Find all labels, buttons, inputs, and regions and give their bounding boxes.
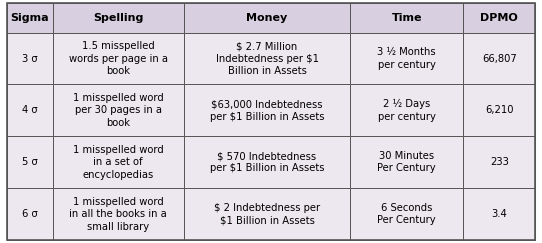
Text: 66,807: 66,807: [482, 53, 517, 63]
Text: 1 misspelled word
in a set of
encyclopedias: 1 misspelled word in a set of encycloped…: [73, 145, 164, 180]
Text: 1.5 misspelled
words per page in a
book: 1.5 misspelled words per page in a book: [69, 41, 167, 76]
Bar: [53, 33, 184, 85]
Text: 3 σ: 3 σ: [22, 53, 37, 63]
Text: 2 ½ Days
per century: 2 ½ Days per century: [378, 99, 436, 122]
Text: 1 misspelled word
per 30 pages in a
book: 1 misspelled word per 30 pages in a book: [73, 93, 164, 128]
Bar: [53, 136, 184, 188]
Text: Time: Time: [391, 13, 422, 23]
Bar: [7, 85, 53, 136]
Bar: [184, 85, 350, 136]
Text: 4 σ: 4 σ: [22, 105, 37, 115]
Bar: [350, 33, 463, 85]
Text: 3 ½ Months
per century: 3 ½ Months per century: [377, 47, 436, 70]
Bar: [350, 188, 463, 240]
Bar: [7, 188, 53, 240]
Text: 6 σ: 6 σ: [22, 209, 37, 219]
Bar: [463, 3, 535, 33]
Bar: [463, 33, 535, 85]
Bar: [53, 3, 184, 33]
Bar: [184, 136, 350, 188]
Text: 6 Seconds
Per Century: 6 Seconds Per Century: [377, 203, 436, 225]
Bar: [350, 85, 463, 136]
Text: $ 2 Indebtedness per
$1 Billion in Assets: $ 2 Indebtedness per $1 Billion in Asset…: [214, 203, 320, 225]
Bar: [463, 136, 535, 188]
Bar: [7, 33, 53, 85]
Text: 6,210: 6,210: [485, 105, 513, 115]
Bar: [7, 3, 53, 33]
Text: DPMO: DPMO: [480, 13, 518, 23]
Text: 5 σ: 5 σ: [22, 157, 37, 167]
Text: Money: Money: [247, 13, 288, 23]
Bar: [463, 188, 535, 240]
Text: 3.4: 3.4: [492, 209, 507, 219]
Bar: [350, 136, 463, 188]
Text: Sigma: Sigma: [10, 13, 49, 23]
Bar: [184, 33, 350, 85]
Text: 1 misspelled word
in all the books in a
small library: 1 misspelled word in all the books in a …: [69, 197, 167, 232]
Text: $63,000 Indebtedness
per $1 Billion in Assets: $63,000 Indebtedness per $1 Billion in A…: [210, 99, 324, 122]
Bar: [184, 188, 350, 240]
Text: $ 570 Indebtedness
per $1 Billion in Assets: $ 570 Indebtedness per $1 Billion in Ass…: [210, 151, 324, 174]
Text: 30 Minutes
Per Century: 30 Minutes Per Century: [377, 151, 436, 174]
Bar: [350, 3, 463, 33]
Bar: [7, 136, 53, 188]
Bar: [463, 85, 535, 136]
Bar: [53, 188, 184, 240]
Bar: [53, 85, 184, 136]
Text: 233: 233: [490, 157, 509, 167]
Text: $ 2.7 Million
Indebtedness per $1
Billion in Assets: $ 2.7 Million Indebtedness per $1 Billio…: [216, 41, 319, 76]
Bar: [184, 3, 350, 33]
Text: Spelling: Spelling: [93, 13, 143, 23]
